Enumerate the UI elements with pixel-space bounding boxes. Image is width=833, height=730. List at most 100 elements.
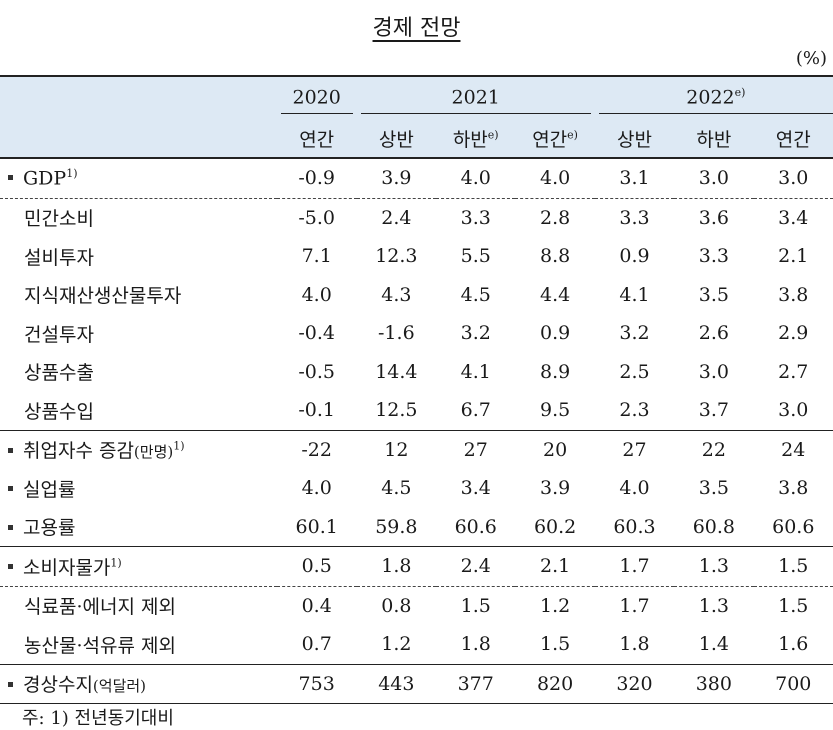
value-cell: 820 bbox=[515, 663, 595, 704]
value-cell: -5.0 bbox=[276, 197, 357, 237]
value-cell: 2.7 bbox=[778, 360, 809, 383]
value-cell: 2.3 bbox=[619, 399, 650, 422]
value-cell: 753 bbox=[276, 663, 357, 704]
value-cell: 12.3 bbox=[375, 245, 418, 268]
table-row: 상품수입 -0.1 12.5 6.7 9.5 2.3 3.7 3.0 bbox=[0, 391, 833, 430]
value-cell: 3.7 bbox=[698, 399, 729, 422]
value-cell: 377 bbox=[436, 663, 516, 704]
row-label: 민간소비 bbox=[0, 197, 277, 237]
value-cell: -0.4 bbox=[298, 322, 335, 345]
value-cell: 0.4 bbox=[276, 585, 357, 625]
row-label-text: 취업자수 증감 bbox=[23, 440, 134, 463]
table-row: 실업률 4.0 4.5 3.4 3.9 4.0 3.5 3.8 bbox=[0, 469, 833, 508]
bullet-icon bbox=[8, 681, 13, 687]
corner-cell bbox=[0, 119, 277, 159]
value-cell: 1.8 bbox=[619, 633, 650, 656]
row-label-text: 농산물·석유류 제외 bbox=[24, 634, 176, 657]
value-cell: 3.0 bbox=[698, 360, 729, 383]
value-cell: 3.9 bbox=[381, 167, 412, 190]
value-cell: 8.9 bbox=[539, 360, 571, 383]
value-cell: 22 bbox=[674, 429, 754, 469]
value-cell: -0.1 bbox=[298, 399, 335, 422]
value-cell: 3.5 bbox=[698, 477, 729, 500]
year-header-2020: 2020 bbox=[276, 75, 357, 119]
value-cell: 1.5 bbox=[436, 585, 516, 625]
row-label-text: 식료품·에너지 제외 bbox=[24, 596, 176, 619]
period-header: 하반e) bbox=[436, 119, 516, 159]
value-cell: 320 bbox=[594, 663, 675, 704]
value-cell: 4.5 bbox=[460, 283, 491, 306]
value-cell: 1.5 bbox=[753, 546, 833, 586]
footnote-marker: 1) bbox=[110, 556, 122, 570]
value-cell: 3.3 bbox=[698, 245, 729, 268]
value-cell: 27 bbox=[594, 429, 675, 469]
value-cell: 5.5 bbox=[460, 245, 491, 268]
row-label-text: 지식재산생산물투자 bbox=[24, 285, 182, 308]
table-row: 건설투자 -0.4 -1.6 3.2 0.9 3.2 2.6 2.9 bbox=[0, 314, 833, 353]
value-cell: 3.3 bbox=[436, 197, 516, 237]
value-cell: 3.0 bbox=[778, 399, 809, 422]
value-cell: 1.6 bbox=[778, 633, 809, 656]
year-header-2021: 2021 bbox=[356, 75, 595, 119]
value-cell: 4.3 bbox=[381, 283, 412, 306]
value-cell: 3.5 bbox=[698, 283, 729, 306]
table-row: 상품수출 -0.5 14.4 4.1 8.9 2.5 3.0 2.7 bbox=[0, 353, 833, 392]
footnote-marker: 1) bbox=[173, 439, 185, 453]
row-label: 지식재산생산물투자 bbox=[0, 276, 277, 315]
year-header-row: 2020 2021 2022e) bbox=[0, 75, 833, 119]
value-cell: 4.0 bbox=[460, 167, 491, 190]
row-label-text: 민간소비 bbox=[24, 208, 94, 231]
value-cell: 60.6 bbox=[454, 515, 497, 538]
value-cell: 1.7 bbox=[594, 585, 675, 625]
row-label-text: 상품수입 bbox=[24, 400, 94, 423]
value-cell: 0.8 bbox=[356, 585, 437, 625]
value-cell: 4.0 bbox=[301, 283, 332, 306]
value-cell: -0.9 bbox=[298, 167, 335, 190]
value-cell: 2.9 bbox=[778, 322, 809, 345]
row-label-text: 고용률 bbox=[23, 517, 76, 540]
value-cell: 9.5 bbox=[539, 399, 571, 422]
value-cell: 60.1 bbox=[295, 515, 338, 538]
value-cell: 1.2 bbox=[381, 633, 412, 656]
value-cell: 1.4 bbox=[698, 633, 729, 656]
value-cell: 60.2 bbox=[533, 515, 577, 538]
value-cell: 4.0 bbox=[619, 477, 650, 500]
page-title: 경제 전망 bbox=[372, 16, 461, 41]
period-header: 연간 bbox=[753, 119, 833, 159]
value-cell: 12.5 bbox=[375, 399, 418, 422]
value-cell: 4.4 bbox=[539, 283, 571, 306]
period-header: 상반 bbox=[356, 119, 437, 159]
year-header-2022: 2022e) bbox=[594, 75, 833, 119]
table-row: 경상수지(억달러) 753 443 377 820 320 380 700 bbox=[0, 663, 833, 704]
row-label-text: GDP bbox=[23, 167, 67, 190]
value-cell: 4.1 bbox=[460, 360, 491, 383]
value-cell: 1.5 bbox=[539, 633, 571, 656]
row-label-text: 경상수지 bbox=[23, 674, 93, 697]
bullet-icon bbox=[8, 174, 13, 180]
row-label: 경상수지(억달러) bbox=[0, 663, 277, 704]
row-label: 실업률 bbox=[0, 469, 277, 508]
value-cell: 443 bbox=[356, 663, 437, 704]
value-cell: 60.8 bbox=[692, 515, 735, 538]
footnote: 주: 1) 전년동기대비 bbox=[22, 708, 174, 729]
value-cell: 27 bbox=[436, 429, 516, 469]
table-row: GDP1) -0.9 3.9 4.0 4.0 3.1 3.0 3.0 bbox=[0, 158, 833, 198]
table-row: 식료품·에너지 제외 0.4 0.8 1.5 1.2 1.7 1.3 1.5 bbox=[0, 585, 833, 625]
bullet-icon bbox=[8, 447, 13, 453]
value-cell: 14.4 bbox=[375, 360, 418, 383]
value-cell: 2.4 bbox=[356, 197, 437, 237]
value-cell: 2.8 bbox=[515, 197, 595, 237]
table-body: GDP1) -0.9 3.9 4.0 4.0 3.1 3.0 3.0 민간소비 -5.0 2.4 3.… bbox=[0, 158, 833, 704]
row-label: 상품수입 bbox=[0, 391, 277, 430]
value-cell: 3.2 bbox=[619, 322, 650, 345]
value-cell: 4.5 bbox=[381, 477, 412, 500]
value-cell: 3.2 bbox=[460, 322, 491, 345]
value-cell: 0.9 bbox=[619, 245, 650, 268]
period-header: 연간 bbox=[276, 119, 357, 159]
value-cell: 2.5 bbox=[619, 360, 650, 383]
row-label: GDP1) bbox=[0, 158, 277, 198]
period-header: 하반 bbox=[674, 119, 754, 159]
corner-cell bbox=[0, 75, 277, 119]
value-cell: 1.2 bbox=[515, 585, 595, 625]
value-cell: 0.9 bbox=[539, 322, 571, 345]
